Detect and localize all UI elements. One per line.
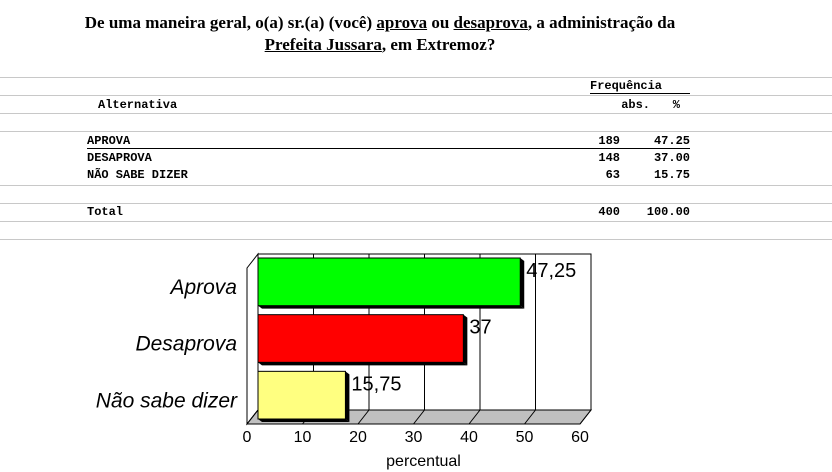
column-header: Alternativa	[98, 98, 178, 112]
title-text: , em Extremoz?	[381, 35, 496, 54]
abs-value: 189	[598, 134, 620, 148]
x-tick-label: 60	[571, 429, 589, 446]
title: De uma maneira geral, o(a) sr.(a) (você)…	[0, 12, 760, 56]
row-label: APROVA	[87, 134, 131, 148]
rule	[0, 185, 832, 186]
x-tick-label: 10	[294, 429, 312, 446]
rule	[0, 131, 832, 132]
pct-value: 47.25	[653, 134, 690, 148]
bar	[257, 314, 464, 363]
rule	[0, 203, 832, 204]
rule	[0, 239, 832, 240]
column-header: abs.	[621, 98, 650, 112]
row-label: Total	[87, 205, 124, 219]
value-label: 15,75	[351, 373, 401, 395]
side-wall	[246, 252, 259, 426]
x-axis-title: percentual	[386, 453, 461, 470]
bar	[257, 257, 521, 307]
title-text: De uma maneira geral, o(a) sr.(a) (você)	[84, 13, 377, 32]
row-label: DESAPROVA	[87, 151, 152, 165]
category-label: Aprova	[168, 276, 237, 299]
grid-line	[579, 409, 592, 425]
bar-depth	[258, 305, 525, 309]
grid-line	[246, 409, 259, 425]
pct-value: 37.00	[653, 151, 690, 165]
grid-line	[413, 409, 425, 425]
grid-line	[468, 409, 481, 425]
pct-value: 100.00	[646, 205, 690, 219]
x-tick-label: 40	[460, 429, 478, 446]
x-tick-label: 50	[516, 429, 534, 446]
rule	[590, 93, 690, 94]
bar-depth	[463, 314, 468, 366]
title-text: , a administração da	[527, 13, 676, 32]
abs-value: 400	[598, 205, 620, 219]
category-label: Desaprova	[135, 333, 237, 356]
x-tick-label: 20	[349, 429, 367, 446]
rule	[0, 113, 832, 114]
row-label: NÃO SABE DIZER	[87, 168, 188, 182]
abs-value: 63	[605, 168, 620, 182]
grid-line	[357, 409, 370, 425]
pct-value: 15.75	[653, 168, 690, 182]
rule	[87, 148, 690, 149]
title-text: ou	[427, 13, 454, 32]
rule	[0, 95, 832, 96]
bar-depth	[345, 371, 350, 422]
x-tick-label: 0	[243, 429, 252, 446]
rule	[0, 221, 832, 222]
title-text: Prefeita Jussara	[264, 35, 382, 54]
value-label: 47,25	[526, 260, 576, 282]
x-tick-label: 30	[405, 429, 423, 446]
column-header: %	[672, 98, 680, 112]
category-label: Não sabe dizer	[96, 389, 238, 412]
group-header: Frequência	[590, 79, 663, 93]
bar	[257, 370, 346, 420]
value-label: 37	[469, 317, 491, 339]
bar-depth	[520, 258, 525, 309]
grid-line	[524, 409, 536, 425]
title-text: desaprova	[453, 13, 528, 32]
bar-depth	[258, 362, 468, 366]
abs-value: 148	[598, 151, 620, 165]
rule	[0, 77, 832, 78]
bar-depth	[258, 419, 350, 422]
title-text: aprova	[376, 13, 428, 32]
